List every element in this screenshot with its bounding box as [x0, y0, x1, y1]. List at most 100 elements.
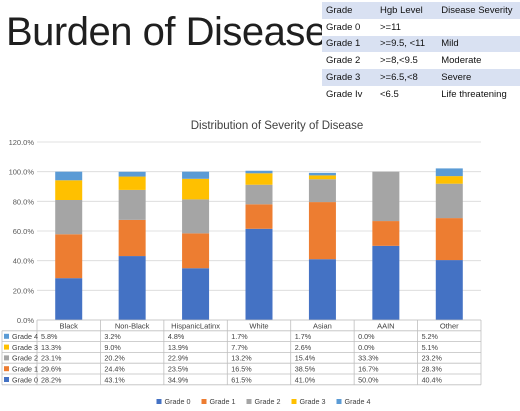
data-label: 41.0% — [295, 375, 316, 384]
bar-segment — [245, 204, 273, 229]
bar-segment — [118, 256, 146, 320]
bar-segment — [182, 178, 210, 200]
data-label: 50.0% — [358, 375, 379, 384]
grade-table-row: Grade Iv <6.5 Life threatening — [322, 85, 520, 103]
data-table-legend-key — [4, 377, 9, 382]
data-label: 61.5% — [231, 375, 252, 384]
legend-label: Grade 4 — [345, 397, 371, 406]
chart-title: Distribution of Severity of Disease — [191, 120, 364, 132]
grade-table-cell: Grade Iv — [322, 85, 376, 103]
bar-segment — [308, 202, 336, 260]
data-label: 38.5% — [295, 365, 316, 374]
y-tick-label: 0.0% — [17, 316, 34, 325]
grade-table-cell: <6.5 — [376, 85, 438, 103]
grade-table-cell: >=11 — [376, 18, 438, 36]
grade-table-header-row: Grade Hgb Level Disease Severity — [322, 2, 520, 19]
data-label: 43.1% — [104, 375, 125, 384]
data-label: 20.2% — [104, 354, 125, 363]
bar-segment — [55, 171, 83, 181]
legend-swatch — [201, 399, 207, 404]
data-label: 1.7% — [295, 332, 312, 341]
legend-swatch — [156, 399, 162, 404]
bar-segment — [308, 179, 336, 203]
grade-table-cell: Severe — [437, 69, 520, 86]
data-label: 23.1% — [41, 354, 62, 363]
bar-segment — [245, 184, 273, 205]
data-label: 0.0% — [358, 332, 375, 341]
data-label: 3.2% — [104, 332, 121, 341]
data-table-series-name: Grade 4 — [12, 332, 38, 341]
bar-segment — [372, 245, 400, 320]
bar-segment — [182, 233, 210, 269]
data-label: 9.0% — [104, 343, 121, 352]
bar-segment — [308, 259, 336, 320]
bar-segment — [182, 199, 210, 234]
data-label: 7.7% — [231, 343, 248, 352]
x-category-label: Other — [440, 321, 459, 330]
bar-segment — [182, 268, 210, 320]
bar-segment — [308, 175, 336, 180]
x-category-label: White — [249, 321, 268, 330]
data-label: 4.8% — [168, 332, 185, 341]
data-label: 13.3% — [41, 343, 62, 352]
legend-label: Grade 3 — [300, 397, 326, 406]
data-label: 24.4% — [104, 365, 125, 374]
data-label: 23.2% — [422, 354, 443, 363]
grade-table-cell: Grade 0 — [322, 18, 376, 36]
y-tick-label: 20.0% — [13, 286, 35, 295]
grade-table-row: Grade 0 >=11 — [322, 18, 520, 36]
data-label: 2.6% — [295, 343, 312, 352]
data-table-legend-key — [4, 355, 9, 361]
data-label: 28.3% — [422, 365, 443, 374]
bar-segment — [55, 278, 83, 320]
bar-segment — [118, 189, 146, 220]
data-table-series-name: Grade 1 — [12, 365, 38, 374]
data-label: 5.2% — [422, 332, 439, 341]
data-label: 13.2% — [231, 354, 252, 363]
bar-segment — [308, 172, 336, 176]
x-category-label: HispanicLatinx — [171, 321, 220, 330]
y-tick-label: 80.0% — [13, 197, 35, 206]
legend-label: Grade 1 — [210, 397, 236, 406]
data-label: 13.9% — [168, 343, 189, 352]
x-category-label: Asian — [313, 321, 332, 330]
grade-table-cell: Mild — [437, 35, 520, 53]
grade-table-row: Grade 2 >=8,<9.5 Moderate — [322, 52, 520, 70]
data-label: 0.0% — [358, 343, 375, 352]
data-label: 1.7% — [231, 332, 248, 341]
x-category-label: Non-Black — [115, 321, 150, 330]
grade-table-cell: >=8,<9.5 — [376, 52, 438, 70]
bar-segment — [435, 176, 463, 184]
y-tick-label: 60.0% — [13, 227, 35, 236]
bar-segment — [55, 180, 83, 200]
slide-title: Burden of Disease — [6, 10, 327, 54]
bar-segment — [118, 171, 146, 177]
grade-table-cell: Grade 2 — [322, 52, 376, 70]
legend-swatch — [246, 399, 252, 404]
legend-label: Grade 0 — [165, 397, 191, 406]
grade-table-cell: >=6.5,<8 — [376, 69, 438, 86]
bar-segment — [245, 173, 273, 185]
data-label: 15.4% — [295, 354, 316, 363]
grade-table-row: Grade 3 >=6.5,<8 Severe — [322, 69, 520, 86]
bar-segment — [435, 168, 463, 177]
bar-segment — [435, 218, 463, 261]
grade-table-header-cell: Grade — [322, 2, 376, 19]
bar-segment — [118, 219, 146, 257]
bar-segment — [55, 199, 83, 235]
grade-table-cell: >=9.5, <11 — [376, 35, 438, 53]
y-tick-label: 100.0% — [9, 168, 35, 177]
data-table-legend-key — [4, 344, 9, 350]
bar-segment — [245, 228, 273, 320]
data-label: 23.5% — [168, 365, 189, 374]
data-label: 16.7% — [358, 365, 379, 374]
data-label: 28.2% — [41, 375, 62, 384]
data-label: 33.3% — [358, 354, 379, 363]
grade-table-cell: Grade 1 — [322, 35, 376, 53]
data-label: 5.8% — [41, 332, 58, 341]
y-tick-label: 40.0% — [13, 257, 35, 266]
y-tick-label: 120.0% — [9, 138, 35, 147]
data-table-series-name: Grade 3 — [12, 343, 38, 352]
data-table-series-name: Grade 0 — [12, 375, 38, 384]
data-label: 16.5% — [231, 365, 252, 374]
